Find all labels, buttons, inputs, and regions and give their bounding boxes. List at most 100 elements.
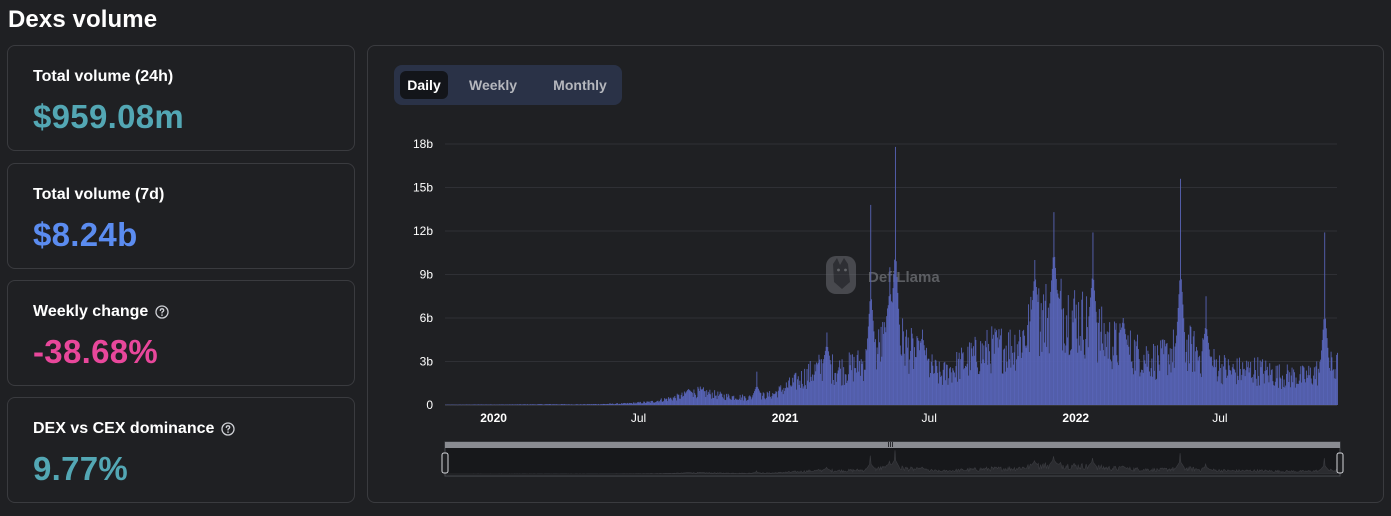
volume-bar <box>1019 329 1021 405</box>
volume-bar <box>644 401 646 405</box>
volume-bar <box>949 368 951 405</box>
volume-bar <box>1175 343 1177 405</box>
help-icon[interactable] <box>221 422 236 436</box>
volume-bar <box>795 372 797 405</box>
volume-bar <box>1183 318 1185 405</box>
volume-bar <box>887 305 889 405</box>
volume-bar <box>589 404 591 405</box>
volume-bar <box>1008 359 1010 405</box>
volume-bar <box>713 397 715 405</box>
volume-bar <box>1270 370 1272 405</box>
volume-bar <box>1078 302 1080 405</box>
volume-bar <box>974 336 976 405</box>
volume-bar-chart[interactable]: 0 3b 6b 9b 12b 15b 18b 2020 Jul 2021 Jul 2022 Jul D… <box>368 46 1385 504</box>
volume-bar <box>691 391 692 405</box>
slider-left-handle[interactable] <box>441 452 449 474</box>
volume-bar <box>663 400 665 405</box>
volume-bar <box>1129 354 1131 405</box>
volume-bar <box>660 399 661 405</box>
volume-bar <box>704 391 706 405</box>
volume-bar <box>892 288 894 405</box>
volume-bar <box>947 384 949 405</box>
volume-bar <box>631 403 633 405</box>
volume-bar <box>913 368 915 405</box>
volume-bar <box>665 398 667 405</box>
volume-bar <box>815 371 817 405</box>
volume-bar <box>656 401 657 405</box>
volume-bar <box>864 369 866 405</box>
stat-label-text: Total volume (24h) <box>33 68 174 85</box>
volume-bar <box>762 392 764 405</box>
x-tick-label: Jul <box>631 411 646 425</box>
volume-bar <box>1121 322 1123 405</box>
volume-bar <box>527 404 528 405</box>
volume-bar <box>1264 370 1266 405</box>
volume-bar <box>874 342 876 405</box>
volume-bar <box>742 394 743 405</box>
volume-bar <box>1277 365 1279 405</box>
volume-bar <box>622 403 624 405</box>
stat-label: DEX vs CEX dominance <box>33 420 236 438</box>
volume-bar <box>1332 370 1334 405</box>
volume-bar <box>1185 351 1187 405</box>
volume-bar <box>710 394 712 405</box>
volume-bar <box>1231 374 1232 405</box>
tab-weekly[interactable]: Weekly <box>469 77 517 93</box>
volume-bar <box>618 403 620 405</box>
volume-bar <box>1297 384 1299 405</box>
y-tick-label: 0 <box>426 398 433 412</box>
volume-bar <box>1317 368 1319 405</box>
volume-bar <box>1093 279 1095 405</box>
volume-bar <box>1290 375 1292 405</box>
volume-bar <box>1116 355 1118 405</box>
volume-bar <box>544 404 546 405</box>
volume-bar <box>695 394 696 405</box>
y-tick-label: 6b <box>420 311 434 325</box>
volume-bar <box>628 403 630 405</box>
volume-bar <box>826 332 828 405</box>
volume-bar <box>645 402 647 405</box>
tab-daily[interactable]: Daily <box>400 71 448 99</box>
volume-bar <box>1039 356 1041 405</box>
volume-bar <box>727 393 729 405</box>
volume-bar <box>889 267 891 405</box>
volume-bar <box>827 346 829 405</box>
volume-bar <box>1254 357 1256 405</box>
volume-bar <box>1095 311 1097 405</box>
volume-bar <box>985 347 987 405</box>
volume-bar <box>873 331 875 405</box>
volume-bar <box>660 398 662 405</box>
volume-bar <box>581 404 583 405</box>
volume-bar <box>683 391 685 405</box>
help-icon[interactable] <box>155 305 169 319</box>
tab-monthly[interactable]: Monthly <box>553 77 607 93</box>
volume-bar <box>1322 329 1324 405</box>
volume-bar <box>865 349 867 405</box>
volume-bar <box>530 404 532 405</box>
volume-bar <box>818 354 820 405</box>
slider-right-handle[interactable] <box>1336 452 1344 474</box>
volume-bar <box>1239 357 1240 405</box>
volume-bar <box>1113 355 1115 405</box>
volume-bar <box>877 354 879 405</box>
slider-grip-icon[interactable] <box>888 442 893 447</box>
volume-bar <box>1021 352 1023 405</box>
volume-bar <box>1170 372 1172 405</box>
volume-bar <box>1195 351 1197 405</box>
volume-bar <box>681 392 683 405</box>
chart-panel: Daily Weekly Monthly 0 3b 6b 9b 12b 15b 18b 20… <box>367 45 1384 503</box>
volume-bar <box>911 333 913 405</box>
volume-bar <box>1192 336 1194 405</box>
volume-bar <box>909 359 911 405</box>
volume-bar <box>994 328 996 405</box>
volume-bar <box>1180 279 1182 405</box>
volume-bar <box>918 350 920 405</box>
volume-bar <box>1115 323 1117 405</box>
volume-bar <box>564 404 566 405</box>
volume-bar <box>590 404 592 405</box>
volume-bar <box>1310 378 1312 405</box>
llama-logo-icon <box>826 256 856 294</box>
date-range-slider[interactable] <box>441 441 1344 477</box>
volume-bar <box>1306 377 1308 405</box>
volume-bar <box>728 395 730 405</box>
